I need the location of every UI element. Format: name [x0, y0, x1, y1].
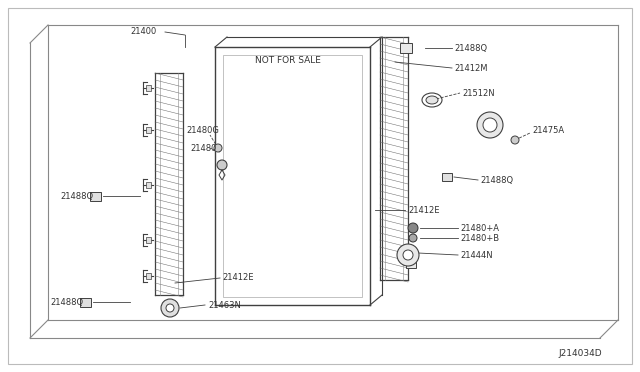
- Bar: [146, 127, 151, 133]
- Text: 21488Q: 21488Q: [480, 176, 513, 185]
- Circle shape: [161, 299, 179, 317]
- Text: 21480: 21480: [190, 144, 216, 153]
- Text: 21444N: 21444N: [460, 250, 493, 260]
- Bar: [146, 237, 151, 243]
- Bar: [223, 55, 362, 297]
- Text: 21488Q: 21488Q: [454, 44, 487, 52]
- Text: 21480G: 21480G: [186, 125, 219, 135]
- Circle shape: [409, 234, 417, 242]
- Circle shape: [217, 160, 227, 170]
- Text: 21488Q: 21488Q: [50, 298, 83, 307]
- Bar: [146, 182, 151, 188]
- Circle shape: [214, 144, 222, 152]
- Bar: [442, 173, 452, 181]
- Text: 21412E: 21412E: [408, 205, 440, 215]
- Text: 21463N: 21463N: [208, 301, 241, 310]
- Text: 21400: 21400: [130, 26, 156, 35]
- Text: 21488Q: 21488Q: [60, 192, 93, 201]
- Circle shape: [477, 112, 503, 138]
- Text: 21480+A: 21480+A: [460, 224, 499, 232]
- Text: 21412M: 21412M: [454, 64, 488, 73]
- Bar: [146, 85, 151, 91]
- Circle shape: [166, 304, 174, 312]
- Circle shape: [483, 118, 497, 132]
- Text: NOT FOR SALE: NOT FOR SALE: [255, 55, 321, 64]
- Ellipse shape: [426, 96, 438, 104]
- Bar: [90, 192, 101, 201]
- Bar: [400, 43, 412, 53]
- Circle shape: [511, 136, 519, 144]
- Text: 21512N: 21512N: [462, 89, 495, 97]
- Text: 21412E: 21412E: [222, 273, 253, 282]
- Text: 21475A: 21475A: [532, 125, 564, 135]
- Circle shape: [408, 223, 418, 233]
- Bar: [80, 298, 91, 307]
- Bar: [146, 273, 151, 279]
- Circle shape: [397, 244, 419, 266]
- Bar: [406, 248, 416, 268]
- Circle shape: [403, 250, 413, 260]
- Text: J214034D: J214034D: [558, 350, 602, 359]
- Text: 21480+B: 21480+B: [460, 234, 499, 243]
